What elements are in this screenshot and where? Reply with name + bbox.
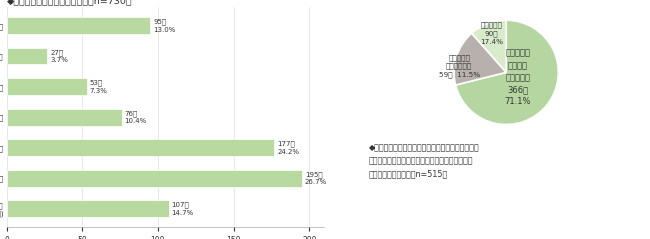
Wedge shape	[472, 20, 506, 72]
Bar	[6, 17, 150, 34]
Wedge shape	[456, 20, 558, 125]
Wedge shape	[454, 33, 506, 85]
Text: 時期ごとに
分かれて
いなかった
366名
71.1%: 時期ごとに 分かれて いなかった 366名 71.1%	[504, 49, 531, 106]
Text: 195名
26.7%: 195名 26.7%	[305, 171, 327, 185]
Bar	[6, 139, 274, 156]
Bar	[6, 200, 168, 217]
Text: ◆現在の状況を教えてください（n=730）: ◆現在の状況を教えてください（n=730）	[6, 0, 132, 5]
Text: 107名
14.7%: 107名 14.7%	[172, 202, 194, 216]
Bar	[6, 109, 122, 125]
Text: 時期ごとに
分かれていた
59名  11.5%: 時期ごとに 分かれていた 59名 11.5%	[439, 54, 480, 78]
Bar	[6, 48, 47, 65]
Text: ◆葉酸サプリを「飲用している」「飲用していた」
方にお伺いします。その葉酸サプリは時期ごとに
分かれていましたか（n=515）: ◆葉酸サプリを「飲用している」「飲用していた」 方にお伺いします。その葉酸サプリ…	[369, 143, 480, 178]
Bar	[6, 78, 86, 95]
Text: 177名
24.2%: 177名 24.2%	[278, 141, 300, 155]
Text: 53名
7.3%: 53名 7.3%	[90, 80, 108, 94]
Text: わからない
90名
17.4%: わからない 90名 17.4%	[480, 22, 503, 45]
Text: 95名
13.0%: 95名 13.0%	[153, 18, 176, 33]
Text: 76名
10.4%: 76名 10.4%	[125, 110, 147, 124]
Bar	[6, 170, 302, 186]
Text: 27名
3.7%: 27名 3.7%	[51, 49, 68, 63]
